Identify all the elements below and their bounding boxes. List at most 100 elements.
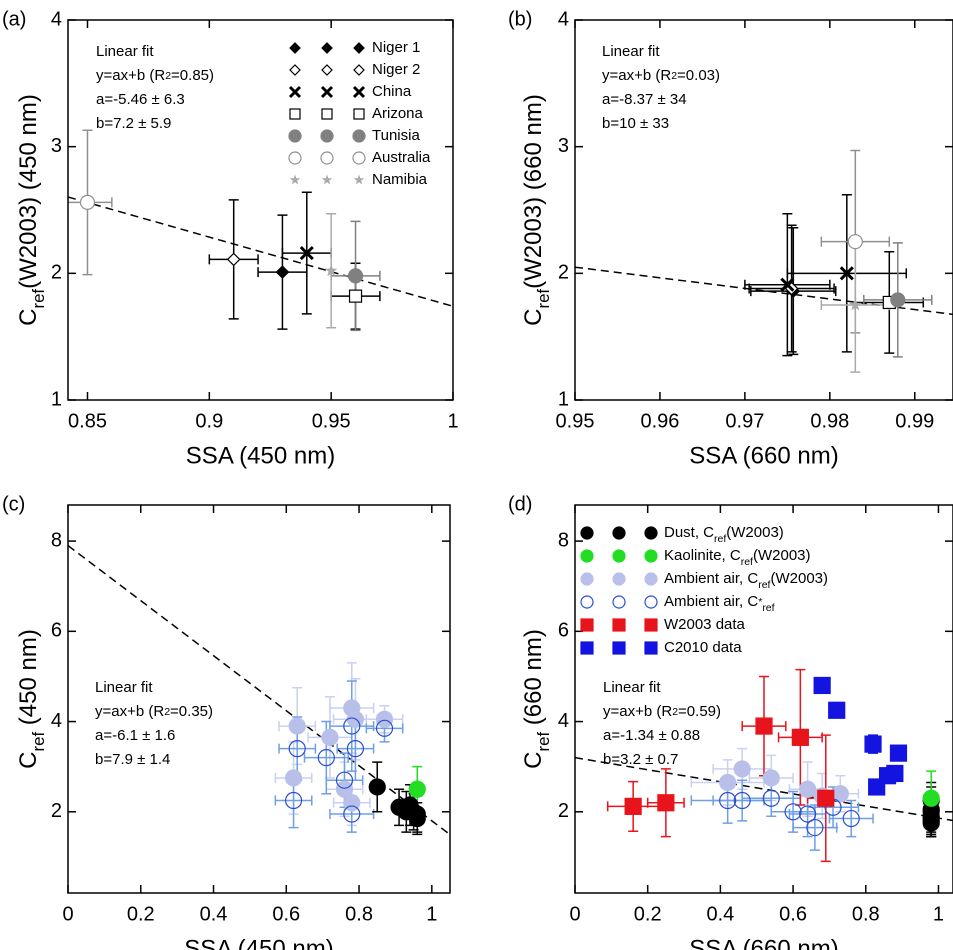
- marker: [817, 789, 835, 807]
- marker: [317, 749, 335, 767]
- fit-text: y=ax+b (R2=0.59): [603, 703, 721, 720]
- error-bar-x: [828, 813, 874, 824]
- x-tick-label: 0.97: [725, 410, 764, 432]
- y-axis-label-part: C: [520, 308, 547, 325]
- error-bar-x: [365, 723, 404, 734]
- data: [274, 662, 426, 836]
- data: [68, 129, 381, 332]
- y-tick-label: 1: [51, 388, 62, 410]
- marker: [762, 789, 780, 807]
- error-bar-x: [274, 795, 313, 806]
- y-tick-label: 2: [51, 800, 62, 822]
- fit-text: a=-6.1 ± 1.6: [95, 727, 175, 744]
- panel: (d) 0 0.2 0.4 0.6 0.8 1 2 4 6 8 SSA (660 nm) Cref (6…: [508, 493, 953, 950]
- marker: [799, 805, 817, 823]
- plot-frame: [67, 19, 454, 401]
- y-axis-label-part: ref: [534, 732, 553, 752]
- fit-text-part: 2: [672, 706, 678, 718]
- x-tick-label: 0.4: [706, 903, 734, 925]
- marker: [849, 298, 862, 311]
- panel-label: (a): [2, 8, 26, 30]
- fit-text-part: =0.59): [678, 703, 721, 720]
- legend-label: Namibia: [372, 171, 428, 188]
- marker: [922, 789, 940, 807]
- x-tick-label: 0.99: [895, 410, 934, 432]
- legend-marker: [353, 42, 365, 54]
- legend-marker: [321, 108, 333, 120]
- x-tick-label: 0.2: [127, 903, 155, 925]
- y-axis-label-part: ref: [534, 289, 553, 309]
- fit-text: a=-8.37 ± 34: [602, 91, 687, 108]
- marker: [299, 246, 314, 261]
- legend-marker: [612, 526, 626, 540]
- fit-text-part: =0.85): [171, 67, 214, 84]
- legend-marker: [612, 618, 626, 632]
- legend-marker: [612, 595, 626, 609]
- legend-label-part: (W2003): [753, 547, 811, 564]
- fit-line: [68, 196, 453, 307]
- marker: [335, 780, 354, 798]
- marker: [762, 769, 780, 787]
- fit-text: b=3.2 ± 0.7: [603, 751, 678, 768]
- fit-text: y=ax+b (R2=0.85): [96, 67, 214, 84]
- panel: (c) 0 0.2 0.4 0.6 0.8 1 2 4 6 8 SSA (450 nm) Cref (4…: [2, 493, 451, 950]
- x-tick-label: 0.8: [852, 903, 880, 925]
- fit-text-part: =0.03): [677, 67, 720, 84]
- marker: [226, 252, 241, 267]
- y-tick-label: 2: [558, 800, 569, 822]
- marker: [284, 769, 303, 787]
- legend-marker: [353, 64, 365, 76]
- marker: [348, 289, 363, 303]
- y-axis-label-part: (660 nm): [520, 629, 547, 732]
- y-tick-label: 8: [51, 529, 62, 551]
- legend-marker: [289, 174, 301, 185]
- marker: [733, 760, 751, 778]
- y-axis-label: Cref(W2003) (660 nm): [520, 94, 553, 326]
- legend-marker: [289, 108, 301, 120]
- y-tick-label: 8: [558, 529, 569, 551]
- legend-label-part: Dust, C: [664, 524, 714, 541]
- y-axis-label-part: (W2003) (450 nm): [15, 94, 42, 289]
- legend-label-part: (W2003): [726, 524, 784, 541]
- fit-text-part: y=ax+b (R: [96, 67, 165, 84]
- marker: [657, 794, 675, 812]
- legend-label-part: ref: [758, 579, 770, 591]
- x-tick-label: 0.95: [312, 410, 351, 432]
- y-tick-label: 4: [558, 710, 569, 732]
- x-tick-label: 0: [62, 903, 73, 925]
- y-tick-label: 2: [51, 262, 62, 284]
- x-axis-label: SSA (450 nm): [186, 442, 335, 469]
- marker: [347, 268, 364, 284]
- legend-marker: [320, 129, 334, 143]
- plot-frame: [67, 504, 451, 894]
- marker: [624, 797, 642, 815]
- legend-marker: [580, 572, 594, 586]
- plot-frame: [574, 19, 953, 401]
- fit-text: b=10 ± 33: [602, 115, 669, 132]
- marker: [784, 803, 802, 821]
- x-tick-label: 0.96: [640, 410, 679, 432]
- y-tick-label: 3: [51, 135, 62, 157]
- marker: [343, 717, 361, 735]
- legend-label-part: Ambient air, C: [664, 593, 758, 610]
- fit-text-part: 2: [165, 70, 171, 82]
- marker: [375, 719, 394, 737]
- marker: [839, 266, 854, 281]
- plot-frame: [574, 504, 953, 894]
- fit-line: [575, 756, 953, 822]
- x-tick-label: 0.95: [556, 410, 595, 432]
- y-axis-label-part: ref: [29, 289, 48, 309]
- legend-label-part: *: [758, 596, 762, 608]
- marker: [780, 277, 795, 292]
- x-tick-label: 0.98: [810, 410, 849, 432]
- y-axis-label-part: C: [15, 751, 42, 768]
- y-tick-label: 4: [51, 8, 62, 30]
- legend-label: Niger 1: [372, 39, 420, 56]
- marker: [828, 701, 846, 719]
- y-tick-label: 6: [51, 620, 62, 642]
- data: [744, 149, 933, 373]
- legend-marker: [320, 85, 334, 99]
- legend-marker: [352, 151, 366, 165]
- x-tick-label: 1: [447, 410, 458, 432]
